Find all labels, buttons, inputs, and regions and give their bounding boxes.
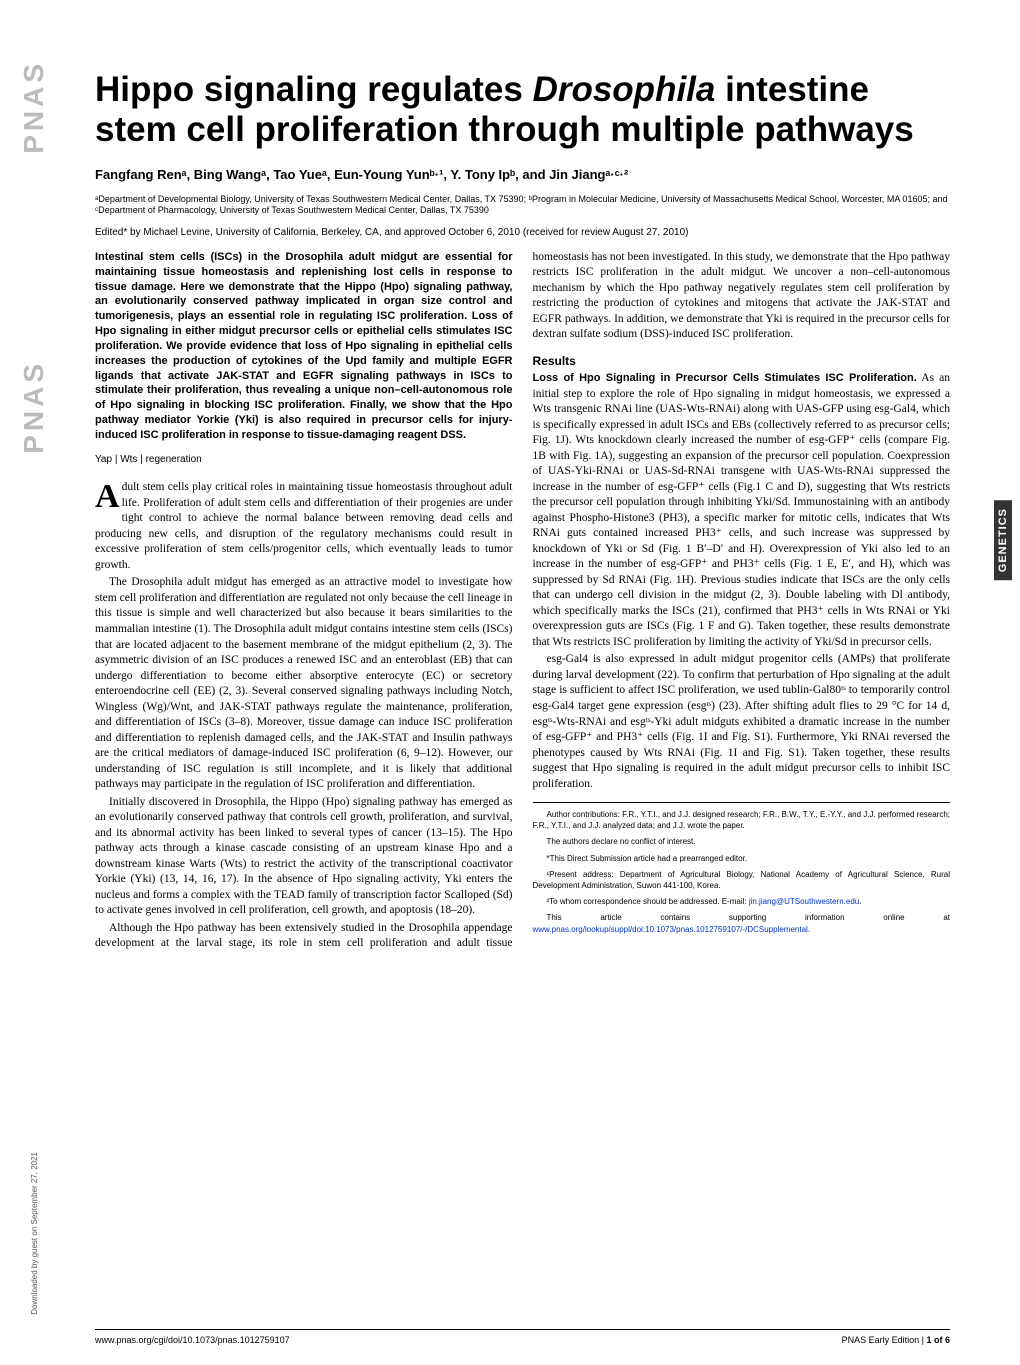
footer-right-a: PNAS Early Edition | [842,1335,927,1345]
correspondence-email[interactable]: jin.jiang@UTSouthwestern.edu [749,897,859,906]
abstract: Intestinal stem cells (ISCs) in the Dros… [95,250,513,443]
footnotes: Author contributions: F.R., Y.T.I., and … [533,802,951,935]
results-para-1: Loss of Hpo Signaling in Precursor Cells… [533,371,951,650]
fn6a: This article contains supporting informa… [547,913,951,922]
footer-right-b: 1 of 6 [926,1335,950,1345]
footnote-correspondence: ²To whom correspondence should be addres… [533,896,951,907]
para-3: Initially discovered in Drosophila, the … [95,795,513,919]
footnote-conflict: The authors declare no conflict of inter… [533,836,951,847]
two-column-body: Intestinal stem cells (ISCs) in the Dros… [95,250,950,952]
pnas-logo-repeat: PNAS [18,360,50,454]
footnote-contributions: Author contributions: F.R., Y.T.I., and … [533,809,951,831]
footnote-supporting: This article contains supporting informa… [533,912,951,934]
para-1-text: dult stem cells play critical roles in m… [95,481,513,571]
fn5a: ²To whom correspondence should be addres… [547,897,749,906]
title-part-a: Hippo signaling regulates [95,70,533,109]
footer-page: PNAS Early Edition | 1 of 6 [842,1335,950,1345]
results-1-text: As an initial step to explore the role o… [533,372,951,648]
dropcap: A [95,480,122,512]
subheading-1: Loss of Hpo Signaling in Precursor Cells… [533,372,917,384]
results-heading: Results [533,353,951,369]
authors: Fangfang Renᵃ, Bing Wangᵃ, Tao Yueᵃ, Eun… [95,167,950,182]
footer-doi: www.pnas.org/cgi/doi/10.1073/pnas.101275… [95,1335,290,1345]
keywords: Yap | Wts | regeneration [95,453,513,467]
results-para-2: esg-Gal4 is also expressed in adult midg… [533,652,951,792]
para-1: Adult stem cells play critical roles in … [95,480,513,573]
page-footer: www.pnas.org/cgi/doi/10.1073/pnas.101275… [95,1329,950,1345]
fn5c: . [859,897,861,906]
fn6c: . [808,925,810,934]
pnas-logo: PNAS [18,60,50,154]
title-italic: Drosophila [533,70,716,109]
supporting-link[interactable]: www.pnas.org/lookup/suppl/doi:10.1073/pn… [533,925,808,934]
para-2: The Drosophila adult midgut has emerged … [95,575,513,792]
section-tag: GENETICS [994,500,1012,580]
article-title: Hippo signaling regulates Drosophila int… [95,70,950,151]
edited-by: Edited* by Michael Levine, University of… [95,227,950,238]
footnote-editor: *This Direct Submission article had a pr… [533,853,951,864]
footnote-present-address: ¹Present address: Department of Agricult… [533,869,951,891]
download-note: Downloaded by guest on September 27, 202… [30,1152,39,1315]
results-2-text: esg-Gal4 is also expressed in adult midg… [533,653,951,789]
affiliations: ᵃDepartment of Developmental Biology, Un… [95,194,950,217]
